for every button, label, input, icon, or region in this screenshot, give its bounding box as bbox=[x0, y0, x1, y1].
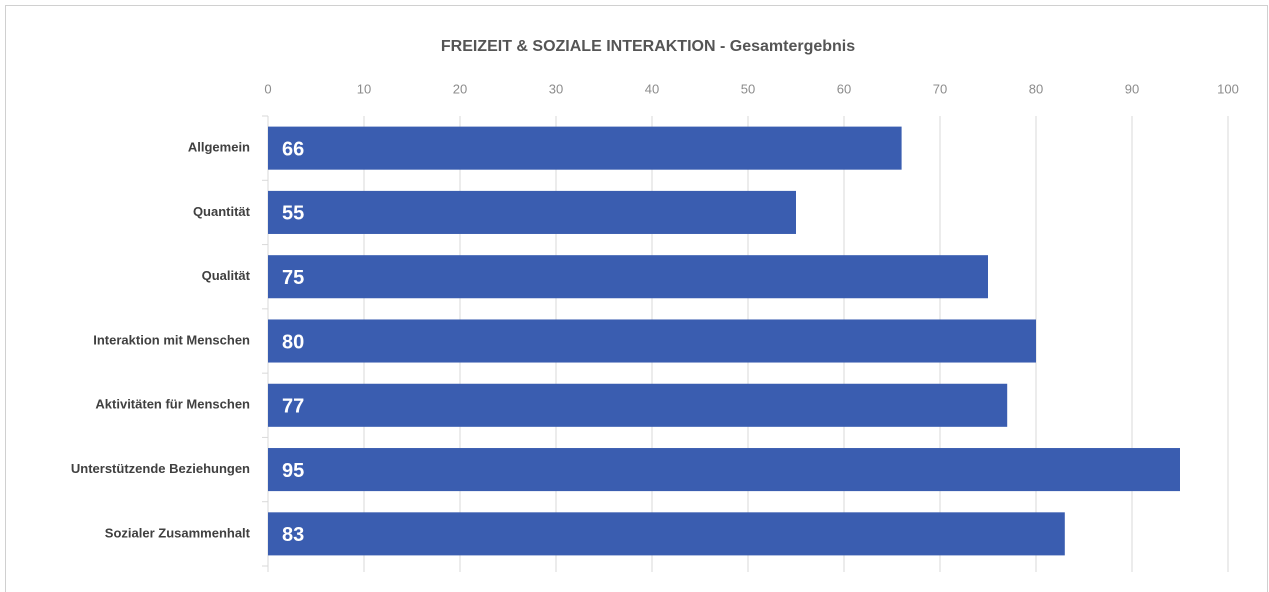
data-label: 77 bbox=[282, 396, 304, 418]
bar bbox=[268, 126, 902, 170]
y-tick-label: Quantität bbox=[193, 204, 251, 219]
x-tick-label: 100 bbox=[1217, 81, 1239, 96]
x-tick-label: 70 bbox=[933, 81, 947, 96]
bar bbox=[268, 448, 1180, 492]
y-tick-label: Interaktion mit Menschen bbox=[93, 332, 250, 347]
x-tick-label: 80 bbox=[1029, 81, 1043, 96]
x-tick-label: 30 bbox=[549, 81, 563, 96]
data-label: 55 bbox=[282, 203, 304, 225]
data-label: 80 bbox=[282, 331, 304, 353]
x-tick-label: 40 bbox=[645, 81, 659, 96]
y-tick-label: Allgemein bbox=[188, 140, 250, 155]
bar bbox=[268, 512, 1065, 556]
y-tick-label: Aktivitäten für Menschen bbox=[95, 397, 250, 412]
data-label: 66 bbox=[282, 138, 304, 160]
x-tick-label: 50 bbox=[741, 81, 755, 96]
x-tick-label: 20 bbox=[453, 81, 467, 96]
y-tick-label: Qualität bbox=[202, 268, 251, 283]
data-label: 83 bbox=[282, 524, 304, 546]
y-tick-label: Sozialer Zusammenhalt bbox=[105, 525, 251, 540]
y-tick-label: Unterstützende Beziehungen bbox=[71, 461, 250, 476]
data-label: 95 bbox=[282, 460, 304, 482]
x-tick-label: 0 bbox=[264, 81, 271, 96]
x-tick-label: 60 bbox=[837, 81, 851, 96]
chart-title: FREIZEIT & SOZIALE INTERAKTION - Gesamte… bbox=[441, 38, 855, 55]
chart-frame bbox=[5, 5, 1268, 592]
bar bbox=[268, 383, 1008, 427]
bar bbox=[268, 255, 988, 299]
bar bbox=[268, 190, 796, 234]
data-label: 75 bbox=[282, 267, 304, 289]
x-tick-label: 90 bbox=[1125, 81, 1139, 96]
x-tick-label: 10 bbox=[357, 81, 371, 96]
bar bbox=[268, 319, 1036, 363]
